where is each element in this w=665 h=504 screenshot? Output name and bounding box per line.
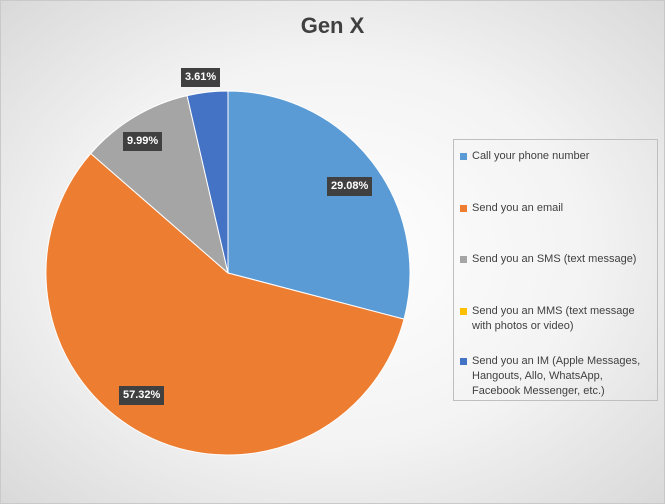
data-label-email: 57.32% [119, 386, 165, 405]
chart-title: Gen X [300, 13, 365, 38]
legend-swatch-mms [460, 308, 467, 315]
legend-swatch-sms [460, 256, 467, 263]
legend: Call your phone number Send you an email… [453, 139, 658, 401]
legend-swatch-im [460, 358, 467, 365]
legend-item-email: Send you an email [460, 201, 652, 216]
data-label-im: 3.61% [181, 68, 221, 87]
legend-swatch-email [460, 205, 467, 212]
data-label-phone: 29.08% [327, 177, 373, 196]
data-label-sms: 9.99% [123, 132, 163, 151]
pie-slice-phone [227, 90, 411, 320]
legend-label-email: Send you an email [472, 202, 564, 214]
legend-item-phone: Call your phone number [460, 149, 652, 164]
pie-slice-email [45, 152, 405, 456]
legend-label-im: Send you an IM (Apple Messages, Hangouts… [472, 355, 641, 397]
legend-item-mms: Send you an MMS (text message with photo… [460, 304, 652, 334]
legend-item-im: Send you an IM (Apple Messages, Hangouts… [460, 354, 652, 399]
legend-label-mms: Send you an MMS (text message with photo… [472, 305, 635, 332]
legend-label-sms: Send you an SMS (text message) [472, 253, 637, 265]
legend-swatch-phone [460, 153, 467, 160]
legend-item-sms: Send you an SMS (text message) [460, 252, 652, 267]
pie-slice-im [186, 90, 229, 274]
legend-label-phone: Call your phone number [472, 150, 590, 162]
